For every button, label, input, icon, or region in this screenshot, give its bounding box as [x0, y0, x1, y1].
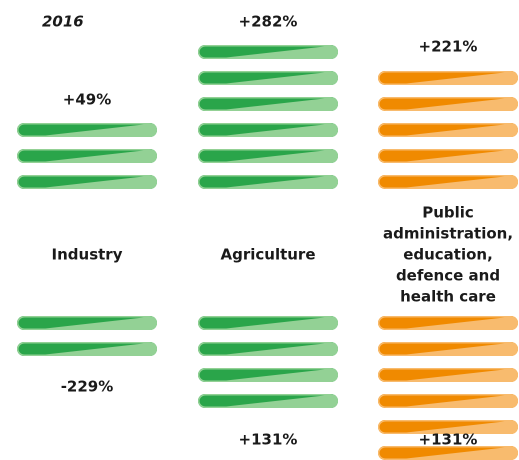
pill-shine	[393, 420, 518, 434]
sector-name: Agriculture	[220, 246, 315, 264]
pill	[198, 394, 338, 408]
sector-name: administration,	[383, 225, 513, 243]
pill-shine	[393, 71, 518, 85]
sector-name: education,	[403, 246, 493, 264]
pill	[198, 149, 338, 163]
bottom-change: +131%	[419, 431, 478, 449]
pill-shine	[32, 316, 157, 330]
pill	[378, 394, 518, 408]
pill	[378, 316, 518, 330]
pill-shine	[213, 342, 338, 356]
pill-shine	[32, 149, 157, 163]
pill-shine	[393, 316, 518, 330]
pill	[198, 342, 338, 356]
pill-border	[378, 342, 518, 356]
bottom-change: +131%	[239, 431, 298, 449]
pill	[198, 368, 338, 382]
sector-name: Public	[422, 204, 474, 222]
pill-border	[378, 175, 518, 189]
pill-border	[378, 316, 518, 330]
pill	[198, 45, 338, 59]
pill-shine	[213, 175, 338, 189]
pill-border	[17, 123, 157, 137]
pill-border	[378, 420, 518, 434]
pill	[378, 420, 518, 434]
pill-border	[198, 316, 338, 330]
pill	[198, 123, 338, 137]
pill	[378, 368, 518, 382]
pill	[17, 342, 157, 356]
pill	[198, 97, 338, 111]
pill-shine	[393, 446, 518, 460]
pill-border	[198, 368, 338, 382]
pill-border	[17, 342, 157, 356]
pill-shine	[213, 71, 338, 85]
pill-shine	[213, 149, 338, 163]
pill-shine	[393, 123, 518, 137]
pill	[378, 149, 518, 163]
pill	[198, 316, 338, 330]
pill-shine	[213, 97, 338, 111]
pill	[378, 446, 518, 460]
pill	[378, 97, 518, 111]
pill-border	[198, 97, 338, 111]
pill	[17, 123, 157, 137]
pill-shine	[393, 175, 518, 189]
pill-shine	[393, 149, 518, 163]
bottom-change: -229%	[61, 378, 114, 396]
pill	[198, 71, 338, 85]
top-change: +282%	[239, 13, 298, 31]
pill-shine	[213, 316, 338, 330]
pill-shine	[213, 123, 338, 137]
pill-shine	[213, 394, 338, 408]
pill-border	[378, 394, 518, 408]
pill	[378, 175, 518, 189]
pill-border	[378, 368, 518, 382]
pill-border	[378, 71, 518, 85]
pill-shine	[32, 342, 157, 356]
pill-border	[198, 175, 338, 189]
pill-border	[378, 123, 518, 137]
pill-border	[198, 342, 338, 356]
pill-border	[198, 45, 338, 59]
pill-border	[17, 175, 157, 189]
sector-name: Industry	[52, 246, 123, 264]
pill-border	[17, 316, 157, 330]
pill-border	[378, 149, 518, 163]
pill-shine	[393, 368, 518, 382]
pill-border	[378, 97, 518, 111]
pill-shine	[213, 45, 338, 59]
pill-shine	[393, 394, 518, 408]
pill-border	[378, 446, 518, 460]
pill	[17, 149, 157, 163]
top-change: +221%	[419, 38, 478, 56]
year-label: 2016	[42, 13, 84, 31]
pill-border	[17, 149, 157, 163]
pill-shine	[393, 342, 518, 356]
sector-name: health care	[400, 288, 496, 306]
pill	[17, 316, 157, 330]
sector-name: defence and	[396, 267, 500, 285]
pill-border	[198, 149, 338, 163]
pill-shine	[213, 368, 338, 382]
pill	[378, 342, 518, 356]
pill-shine	[32, 175, 157, 189]
pill	[17, 175, 157, 189]
pill-border	[198, 71, 338, 85]
pill	[378, 71, 518, 85]
pill-shine	[32, 123, 157, 137]
pill	[198, 175, 338, 189]
pill-border	[198, 394, 338, 408]
pill-border	[198, 123, 338, 137]
pill-shine	[393, 97, 518, 111]
top-change: +49%	[63, 91, 111, 109]
pill	[378, 123, 518, 137]
